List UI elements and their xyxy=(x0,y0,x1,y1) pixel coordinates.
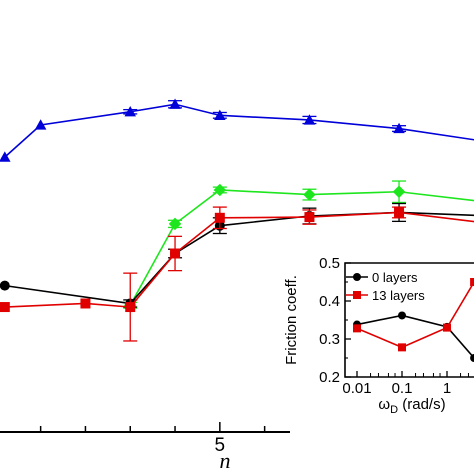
x-tick-label: 5 xyxy=(215,435,226,456)
inset-x-ticks: 0.01 0.1 1 xyxy=(342,371,469,397)
main-series-square xyxy=(0,206,474,342)
data-point-diamond xyxy=(168,217,182,231)
main-series-line xyxy=(4,211,474,308)
inset-x-axis-title: ωD (rad/s) xyxy=(378,396,445,416)
data-point-square xyxy=(170,248,181,259)
data-point-circle xyxy=(0,280,10,291)
inset-background xyxy=(290,247,474,474)
main-series-diamond xyxy=(123,180,474,312)
data-point-square xyxy=(0,302,10,313)
data-point-triangle xyxy=(214,109,226,120)
inset-y-tick-label: 0.2 xyxy=(319,369,340,386)
data-point-triangle xyxy=(169,98,181,109)
inset-x-tick-label: 1 xyxy=(443,380,451,397)
inset-point-square xyxy=(443,323,451,332)
inset-y-tick-label: 0.3 xyxy=(319,331,340,348)
data-point-triangle xyxy=(303,114,316,125)
inset-legend: 0 layers 13 layers xyxy=(346,270,425,303)
data-point-square xyxy=(304,212,315,223)
inset-chart: 0.2 0.3 0.4 0.5 0.01 0.1 1 Friction coeff. ωD… xyxy=(283,247,474,474)
data-point-triangle xyxy=(393,122,405,134)
inset-series-line xyxy=(356,314,474,359)
legend-marker-square xyxy=(353,291,361,299)
inset-series-layer xyxy=(353,278,474,362)
legend-label: 13 layers xyxy=(372,288,425,303)
omega-symbol: ω xyxy=(378,396,390,413)
inset-point-circle xyxy=(398,311,406,320)
main-x-axis-title: n xyxy=(220,448,231,473)
data-point-triangle xyxy=(34,119,47,130)
data-point-triangle xyxy=(0,151,11,162)
data-point-square xyxy=(214,212,225,223)
inset-y-tick-label: 0.5 xyxy=(319,255,340,272)
inset-point-square xyxy=(398,343,406,352)
data-point-triangle xyxy=(124,106,136,117)
inset-series-square xyxy=(353,278,474,352)
data-point-diamond xyxy=(392,185,406,198)
main-series-layer xyxy=(0,98,474,342)
data-point-square xyxy=(394,207,405,218)
inset-point-square xyxy=(470,278,474,286)
data-point-diamond xyxy=(213,183,227,197)
inset-y-ticks: 0.2 0.3 0.4 0.5 xyxy=(319,255,351,386)
legend-label: 0 layers xyxy=(372,270,418,285)
inset-x-tick-label: 0.01 xyxy=(342,380,371,397)
inset-y-tick-label: 0.4 xyxy=(319,293,340,310)
legend-marker-circle xyxy=(353,273,361,281)
inset-series-line xyxy=(356,281,474,349)
data-point-square xyxy=(125,302,136,313)
inset-point-circle xyxy=(470,354,474,362)
omega-subscript: D xyxy=(390,404,398,416)
inset-x-tick-label: 0.1 xyxy=(392,380,413,397)
main-series-line xyxy=(4,103,474,158)
inset-point-square xyxy=(353,324,361,333)
main-series-triangle xyxy=(0,98,474,162)
main-series-line xyxy=(129,189,474,306)
legend-entry: 13 layers xyxy=(346,288,425,303)
inset-y-axis-title: Friction coeff. xyxy=(283,275,300,365)
omega-unit: (rad/s) xyxy=(398,396,446,413)
data-point-square xyxy=(80,298,91,309)
legend-entry: 0 layers xyxy=(346,270,418,285)
data-point-diamond xyxy=(303,188,316,201)
